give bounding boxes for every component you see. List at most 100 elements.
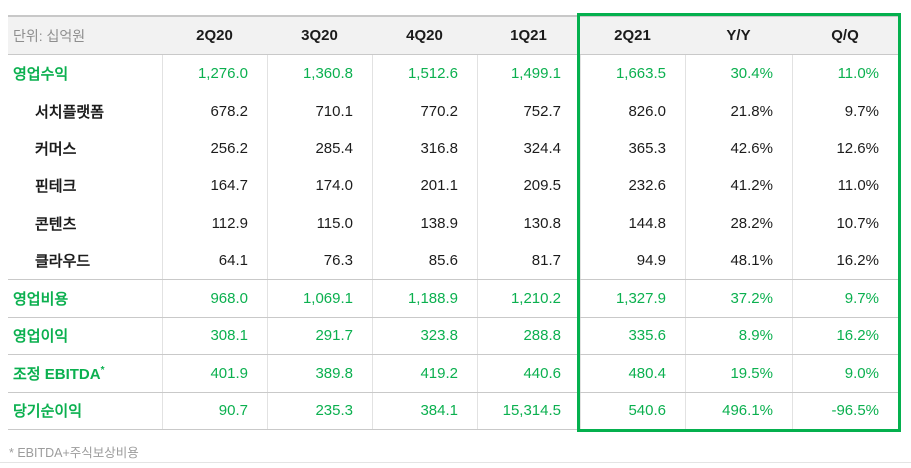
- cell-value: 232.6: [580, 167, 685, 205]
- cell-value: 1,360.8: [267, 55, 372, 93]
- cell-value: 384.1: [372, 392, 477, 429]
- cell-value: 94.9: [580, 241, 685, 280]
- cell-value: 365.3: [580, 129, 685, 168]
- cell-value: 138.9: [372, 204, 477, 242]
- cell-value: 19.5%: [685, 355, 792, 392]
- cell-value: 291.7: [267, 317, 372, 355]
- cell-value: 174.0: [267, 167, 372, 205]
- row-cloud: 클라우드 64.1 76.3 85.6 81.7 94.9 48.1% 16.2…: [8, 241, 898, 280]
- cell-value: 496.1%: [685, 392, 792, 429]
- cell-value: 201.1: [372, 167, 477, 205]
- cell-value: 164.7: [162, 167, 267, 205]
- cell-value: 42.6%: [685, 129, 792, 168]
- cell-value: 710.1: [267, 92, 372, 130]
- cell-value: 1,663.5: [580, 55, 685, 93]
- cell-value: 256.2: [162, 129, 267, 168]
- cell-value: 21.8%: [685, 92, 792, 130]
- row-label: 커머스: [35, 140, 77, 158]
- footnote: * EBITDA+주식보상비용: [9, 446, 139, 460]
- cell-value: -96.5%: [792, 392, 898, 429]
- cell-value: 335.6: [580, 317, 685, 355]
- cell-value: 144.8: [580, 204, 685, 242]
- cell-value: 1,276.0: [162, 55, 267, 93]
- col-header-2q21: 2Q21: [614, 27, 651, 44]
- col-header-3q20: 3Q20: [301, 27, 338, 44]
- cell-value: 11.0%: [792, 55, 898, 93]
- cell-value: 11.0%: [792, 167, 898, 205]
- cell-value: 48.1%: [685, 241, 792, 280]
- col-header-1q21: 1Q21: [510, 27, 547, 44]
- table-body: 영업수익 1,276.0 1,360.8 1,512.6 1,499.1 1,6…: [8, 55, 898, 430]
- col-header-yy: Y/Y: [726, 27, 751, 44]
- bottom-divider: [0, 462, 911, 463]
- cell-value: 540.6: [580, 392, 685, 429]
- row-label: 콘텐츠: [35, 215, 77, 233]
- cell-value: 389.8: [267, 355, 372, 392]
- row-operating-revenue: 영업수익 1,276.0 1,360.8 1,512.6 1,499.1 1,6…: [8, 55, 898, 93]
- col-header-4q20: 4Q20: [406, 27, 443, 44]
- row-net-income: 당기순이익 90.7 235.3 384.1 15,314.5 540.6 49…: [8, 391, 898, 429]
- cell-value: 9.0%: [792, 355, 898, 392]
- cell-value: 85.6: [372, 241, 477, 280]
- cell-value: 115.0: [267, 204, 372, 242]
- cell-value: 401.9: [162, 355, 267, 392]
- cell-value: 15,314.5: [477, 392, 580, 429]
- cell-value: 8.9%: [685, 317, 792, 355]
- cell-value: 826.0: [580, 92, 685, 130]
- cell-value: 316.8: [372, 129, 477, 168]
- row-label: 영업비용: [13, 291, 69, 309]
- cell-value: 419.2: [372, 355, 477, 392]
- row-fintech: 핀테크 164.7 174.0 201.1 209.5 232.6 41.2% …: [8, 167, 898, 205]
- cell-value: 209.5: [477, 167, 580, 205]
- cell-value: 28.2%: [685, 204, 792, 242]
- cell-value: 10.7%: [792, 204, 898, 242]
- row-label: 조정 EBITDA*: [13, 364, 105, 383]
- cell-value: 76.3: [267, 241, 372, 280]
- col-header-2q20: 2Q20: [196, 27, 233, 44]
- row-contents: 콘텐츠 112.9 115.0 138.9 130.8 144.8 28.2% …: [8, 204, 898, 242]
- financial-results-table: 단위: 십억원 2Q20 3Q20 4Q20 1Q21 2Q21 Y/Y Q/Q…: [8, 15, 898, 430]
- cell-value: 112.9: [162, 204, 267, 242]
- row-label: 클라우드: [35, 253, 91, 271]
- row-operating-expenses: 영업비용 968.0 1,069.1 1,188.9 1,210.2 1,327…: [8, 279, 898, 317]
- cell-value: 308.1: [162, 317, 267, 355]
- cell-value: 12.6%: [792, 129, 898, 168]
- row-label: 서치플랫폼: [35, 103, 105, 121]
- row-label: 영업이익: [13, 328, 69, 346]
- row-label: 당기순이익: [13, 403, 83, 421]
- cell-value: 285.4: [267, 129, 372, 168]
- unit-label: 단위: 십억원: [13, 27, 86, 44]
- footnote-marker: *: [100, 364, 105, 376]
- cell-value: 968.0: [162, 280, 267, 317]
- cell-value: 41.2%: [685, 167, 792, 205]
- cell-value: 288.8: [477, 317, 580, 355]
- cell-value: 64.1: [162, 241, 267, 280]
- cell-value: 440.6: [477, 355, 580, 392]
- row-label: 영업수익: [13, 66, 69, 84]
- cell-value: 770.2: [372, 92, 477, 130]
- cell-value: 1,512.6: [372, 55, 477, 93]
- cell-value: 9.7%: [792, 280, 898, 317]
- row-label: 핀테크: [35, 178, 77, 196]
- cell-value: 1,327.9: [580, 280, 685, 317]
- cell-value: 81.7: [477, 241, 580, 280]
- cell-value: 678.2: [162, 92, 267, 130]
- table-header-row: 단위: 십억원 2Q20 3Q20 4Q20 1Q21 2Q21 Y/Y Q/Q: [8, 15, 898, 55]
- cell-value: 16.2%: [792, 317, 898, 355]
- cell-value: 1,188.9: [372, 280, 477, 317]
- cell-value: 16.2%: [792, 241, 898, 280]
- row-search-platform: 서치플랫폼 678.2 710.1 770.2 752.7 826.0 21.8…: [8, 92, 898, 130]
- cell-value: 324.4: [477, 129, 580, 168]
- cell-value: 37.2%: [685, 280, 792, 317]
- cell-value: 752.7: [477, 92, 580, 130]
- row-commerce: 커머스 256.2 285.4 316.8 324.4 365.3 42.6% …: [8, 129, 898, 168]
- cell-value: 90.7: [162, 392, 267, 429]
- cell-value: 480.4: [580, 355, 685, 392]
- row-adjusted-ebitda: 조정 EBITDA* 401.9 389.8 419.2 440.6 480.4…: [8, 354, 898, 392]
- cell-value: 235.3: [267, 392, 372, 429]
- cell-value: 1,210.2: [477, 280, 580, 317]
- cell-value: 1,069.1: [267, 280, 372, 317]
- col-header-qq: Q/Q: [831, 27, 859, 44]
- cell-value: 1,499.1: [477, 55, 580, 93]
